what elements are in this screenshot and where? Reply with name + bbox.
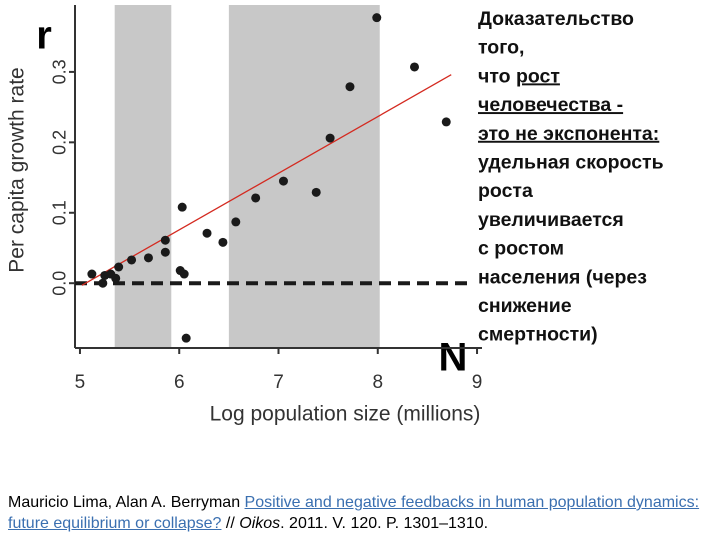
point: [311, 187, 321, 197]
y-symbol: r: [36, 14, 52, 58]
point: [181, 333, 191, 343]
point: [143, 253, 153, 263]
y-tick-label: 0.1: [50, 200, 70, 225]
point: [160, 247, 170, 257]
point: [251, 193, 261, 203]
slide-text-segment: что: [478, 66, 516, 88]
slide-text-segment: с ростом: [478, 238, 564, 260]
article-link[interactable]: Positive and negative feedbacks in human…: [8, 494, 700, 532]
x-tick-label: 6: [174, 372, 185, 393]
point: [372, 13, 382, 23]
point: [177, 202, 187, 212]
point: [114, 262, 124, 272]
journal: Oikos: [239, 515, 281, 532]
fit-line: [81, 74, 452, 286]
y-tick-label: 0.2: [50, 130, 70, 155]
point: [87, 269, 97, 279]
slide-text-segment: Доказательство: [478, 8, 634, 30]
point: [179, 269, 189, 279]
x-tick-label: 5: [75, 372, 86, 393]
point: [278, 176, 288, 186]
slide-text-segment: того,: [478, 37, 524, 59]
point: [441, 117, 451, 127]
slide-text-segment: смертности): [478, 324, 598, 346]
slide-text-segment: роста: [478, 180, 533, 202]
slide-text-segment: человечества -: [478, 94, 623, 116]
point: [127, 255, 137, 265]
x-symbol: N: [439, 336, 468, 380]
point: [111, 273, 121, 283]
slide-text-segment: рост: [516, 66, 560, 88]
slide-text-segment: удельная скорость: [478, 152, 664, 174]
slide-text-segment: это не экспонента:: [478, 123, 659, 145]
slide-text-segment: снижение: [478, 295, 572, 317]
separator: //: [225, 515, 235, 532]
y-tick-label: 0.0: [50, 271, 70, 296]
point: [202, 228, 212, 238]
slide-text: Доказательство того, что рост человечества …: [478, 8, 664, 346]
point: [231, 217, 241, 227]
citation: Mauricio Lima, Alan A. Berryman Positive…: [8, 492, 714, 534]
plot: 0.0 0.1 0.2 0.3 5 6 7 8 9: [50, 5, 483, 393]
x-axis-label: Log population size (millions): [210, 403, 481, 426]
slide-text-segment: увеличивается: [478, 209, 624, 231]
details: . 2011. V. 120. P. 1301–1310.: [280, 515, 489, 532]
y-tick-label: 0.3: [50, 59, 70, 84]
point: [160, 235, 170, 245]
authors: Mauricio Lima, Alan A. Berryman: [8, 494, 241, 511]
point: [325, 133, 335, 143]
x-tick-label: 9: [472, 372, 483, 393]
slide-text-segment: населения (через: [478, 266, 647, 288]
point: [409, 62, 419, 72]
x-tick-label: 7: [273, 372, 284, 393]
y-axis-label: Per capita growth rate: [6, 67, 29, 272]
point: [345, 82, 355, 92]
point: [218, 237, 228, 247]
shaded-range: [228, 5, 380, 348]
chart: Per capita growth rate Log population si…: [6, 5, 664, 426]
x-tick-label: 8: [372, 372, 383, 393]
shaded-range: [114, 5, 172, 348]
point: [98, 278, 108, 288]
